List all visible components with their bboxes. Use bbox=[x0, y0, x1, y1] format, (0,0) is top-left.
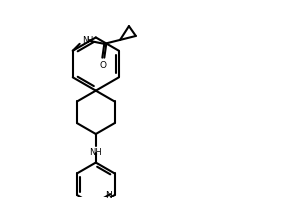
Text: NH: NH bbox=[89, 148, 102, 157]
Text: N: N bbox=[82, 36, 88, 45]
Text: H: H bbox=[87, 36, 93, 45]
Text: N: N bbox=[105, 191, 112, 200]
Text: O: O bbox=[100, 61, 107, 70]
